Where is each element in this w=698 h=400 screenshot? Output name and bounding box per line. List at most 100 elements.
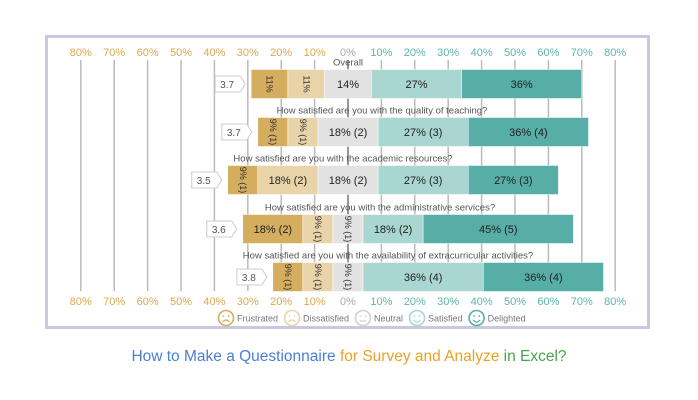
axis-tick-label-bottom: 80% — [70, 296, 92, 308]
face-eye — [364, 315, 367, 317]
axis-tick-label-bottom: 10% — [370, 296, 392, 308]
axis-tick-label-top: 50% — [504, 47, 526, 59]
legend-label: Satisfied — [428, 314, 463, 324]
bar-segment-neutral — [317, 117, 379, 147]
neutral-face-icon — [354, 309, 372, 327]
bar-segment-dissatisfied — [287, 117, 319, 147]
title-part-3: in Excel? — [503, 348, 567, 365]
bar-data-label: 9% (1) — [238, 167, 248, 194]
bar-data-label: 9% (1) — [313, 216, 323, 243]
axis-tick-label-bottom: 0% — [340, 296, 356, 308]
average-score: 3.6 — [212, 225, 226, 236]
average-score-callout — [206, 220, 238, 238]
bar-segment-delighted — [422, 214, 574, 244]
bar-data-label: 9% (1) — [313, 264, 323, 291]
average-score-callout — [221, 123, 253, 141]
axis-tick-label-top: 20% — [270, 47, 292, 59]
bar-data-label: 27% — [405, 79, 427, 91]
question-label: Overall — [333, 58, 363, 69]
chart-frame — [45, 35, 650, 329]
axis-tick-label-top: 30% — [437, 47, 459, 59]
bar-data-label: 18% (2) — [374, 224, 413, 236]
axis-tick-label-bottom: 40% — [471, 296, 493, 308]
axis-tick-label-bottom: 60% — [137, 296, 159, 308]
average-score: 3.8 — [242, 273, 256, 284]
bar-segment-dissatisfied — [287, 69, 325, 99]
face-eye — [359, 315, 362, 317]
bar-segment-neutral — [332, 214, 364, 244]
bar-segment-satisfied — [377, 165, 469, 195]
bar-data-label: 27% (3) — [404, 175, 443, 187]
bar-data-label: 36% (4) — [404, 272, 443, 284]
question-label: How satisfied are you with the academic … — [233, 154, 452, 165]
face-mouth — [222, 319, 230, 323]
axis-tick-label-top: 70% — [103, 47, 125, 59]
question-label: How satisfied are you with the availabil… — [243, 251, 533, 262]
average-score: 3.7 — [220, 80, 234, 91]
face-mouth — [413, 319, 421, 323]
legend-label: Neutral — [374, 314, 403, 324]
bar-segment-neutral — [324, 69, 372, 99]
axis-tick-label-top: 30% — [237, 47, 259, 59]
bar-segment-frustrated — [227, 165, 259, 195]
average-score-callout — [236, 268, 268, 286]
face-eye — [473, 315, 475, 317]
axis-tick-label-top: 80% — [70, 47, 92, 59]
face-eye — [478, 315, 481, 317]
face-eye — [288, 315, 291, 317]
bar-data-label: 18% (2) — [329, 175, 368, 187]
axis-tick-label-bottom: 80% — [604, 296, 626, 308]
title-part-2: for Survey and Analyze — [339, 348, 500, 365]
bar-data-label: 18% (2) — [254, 224, 293, 236]
face-eye — [293, 315, 296, 317]
axis-tick-label-top: 80% — [604, 47, 626, 59]
bar-segment-satisfied — [377, 117, 469, 147]
axis-tick-label-top: 40% — [203, 47, 225, 59]
average-score: 3.5 — [197, 176, 211, 187]
bar-segment-delighted — [461, 69, 583, 99]
bar-segment-dissatisfied — [302, 214, 334, 244]
legend-label: Dissatisfied — [303, 314, 349, 324]
title-part-1: How to Make a Questionnaire — [131, 348, 336, 365]
axis-tick-label-top: 50% — [170, 47, 192, 59]
bar-data-label: 36% (4) — [509, 127, 548, 139]
bar-data-label: 36% (4) — [524, 272, 563, 284]
axis-tick-label-bottom: 20% — [270, 296, 292, 308]
face-eye — [413, 315, 416, 317]
axis-tick-label-top: 70% — [571, 47, 593, 59]
bar-segment-frustrated — [257, 117, 289, 147]
axis-tick-label-bottom: 50% — [170, 296, 192, 308]
legend-label: Frustrated — [237, 314, 278, 324]
bar-segment-frustrated — [250, 69, 289, 99]
legend-label: Delighted — [488, 314, 526, 324]
big-smile-face-icon — [468, 309, 485, 327]
axis-tick-label-bottom: 70% — [571, 296, 593, 308]
axis-tick-label-top: 40% — [471, 47, 493, 59]
axis-tick-label-bottom: 10% — [304, 296, 326, 308]
bar-data-label: 11% — [301, 75, 311, 92]
face-eye — [227, 315, 230, 317]
average-score: 3.7 — [227, 128, 241, 139]
bar-data-label: 9% (1) — [343, 264, 353, 291]
sad-face-icon — [283, 309, 301, 327]
axis-tick-label-top: 60% — [137, 47, 159, 59]
axis-tick-label-top: 0% — [340, 47, 356, 59]
bar-segment-neutral — [332, 262, 364, 292]
bar-segment-delighted — [467, 117, 589, 147]
average-score-callout — [191, 171, 223, 189]
axis-tick-label-bottom: 50% — [504, 296, 526, 308]
face-mouth — [472, 319, 481, 323]
axis-tick-label-bottom: 70% — [103, 296, 125, 308]
axis-tick-label-bottom: 40% — [203, 296, 225, 308]
bar-data-label: 9% (1) — [283, 264, 293, 291]
face-mouth — [288, 319, 296, 323]
smile-face-icon — [408, 309, 426, 327]
axis-tick-label-bottom: 60% — [537, 296, 559, 308]
bar-data-label: 27% (3) — [404, 127, 443, 139]
question-label: How satisfied are you with the administr… — [265, 203, 495, 214]
bar-data-label: 45% (5) — [479, 224, 518, 236]
axis-tick-label-top: 10% — [370, 47, 392, 59]
bar-segment-dissatisfied — [257, 165, 319, 195]
bar-data-label: 9% (1) — [298, 119, 308, 146]
very-sad-face-icon — [217, 309, 235, 327]
